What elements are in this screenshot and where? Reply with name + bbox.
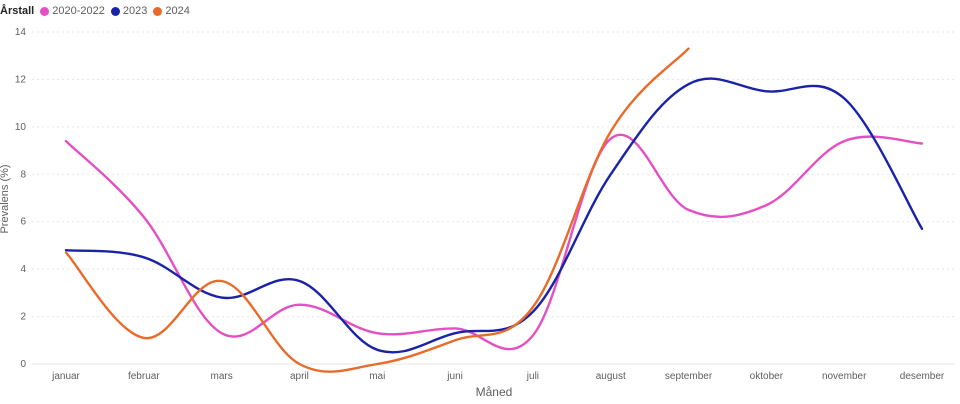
- x-tick-label: desember: [900, 371, 945, 382]
- legend-item-2024[interactable]: 2024: [153, 5, 190, 17]
- legend-dot-icon: [153, 6, 163, 16]
- x-tick-label: august: [596, 371, 626, 382]
- x-tick-label: april: [290, 371, 309, 382]
- legend-dot-icon: [110, 6, 120, 16]
- x-tick-label: februar: [128, 371, 160, 382]
- legend-title: Årstall: [0, 5, 35, 17]
- y-tick-label: 2: [20, 312, 26, 323]
- x-tick-label: september: [665, 371, 713, 382]
- y-tick-label: 10: [15, 122, 27, 133]
- series-line-2024: [64, 47, 690, 373]
- chart-legend: Årstall 2020-2022 2023 2024: [0, 3, 196, 19]
- series-lines: [64, 47, 924, 373]
- x-axis-label: Måned: [476, 385, 513, 399]
- gridlines: [32, 31, 955, 365]
- legend-label: 2024: [165, 5, 190, 17]
- x-tick-label: oktober: [750, 371, 784, 382]
- series-line-2020-2022: [64, 133, 924, 351]
- series-line-2023: [64, 77, 924, 354]
- x-tick-label: mai: [369, 371, 385, 382]
- y-tick-label: 0: [20, 359, 26, 370]
- y-tick-label: 12: [15, 74, 27, 85]
- x-axis-ticks: januar februar mars april mai juni juli august s…: [51, 371, 945, 382]
- y-tick-label: 14: [15, 27, 27, 38]
- y-tick-label: 8: [20, 169, 26, 180]
- legend-item-2020-2022[interactable]: 2020-2022: [40, 5, 105, 17]
- x-tick-label: juli: [526, 371, 539, 382]
- legend-item-2023[interactable]: 2023: [110, 5, 148, 17]
- x-tick-label: juni: [446, 371, 463, 382]
- x-tick-label: januar: [51, 371, 80, 382]
- x-tick-label: november: [822, 371, 867, 382]
- y-axis-label: Prevalens (%): [0, 164, 11, 233]
- x-tick-label: mars: [211, 371, 233, 382]
- legend-label: 2020-2022: [52, 5, 105, 17]
- y-tick-label: 6: [20, 217, 26, 228]
- legend-dot-icon: [40, 6, 50, 16]
- legend-label: 2023: [122, 5, 148, 17]
- y-axis-ticks: 0 2 4 6 8 10 12 14: [15, 27, 27, 370]
- y-tick-label: 4: [20, 264, 26, 275]
